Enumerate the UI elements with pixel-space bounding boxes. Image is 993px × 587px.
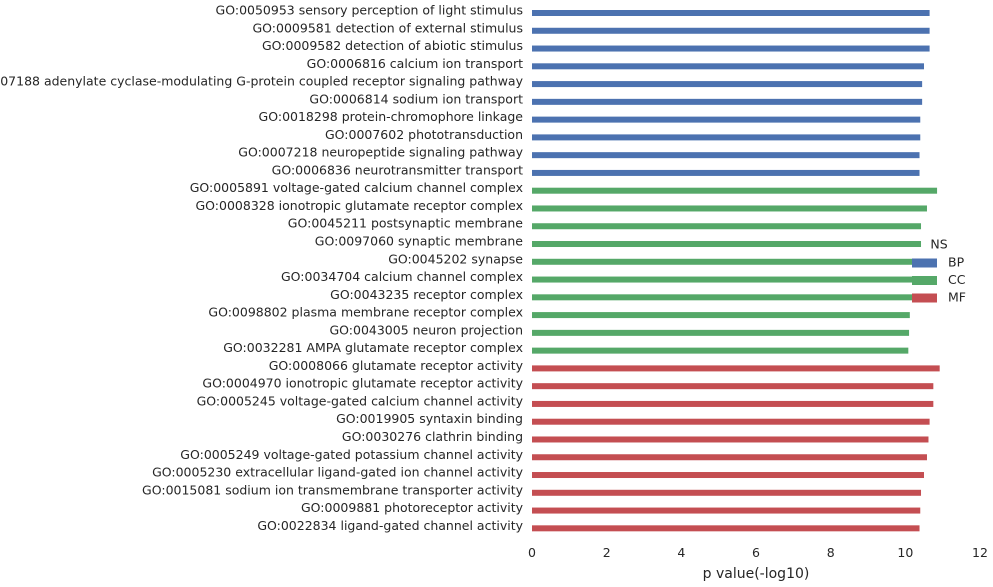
legend-swatch-mf [912,293,937,303]
category-label: GO:0007188 adenylate cyclase-modulating … [0,74,524,89]
bar-9 [532,152,920,159]
x-tick-label: 0 [528,545,536,560]
bar-27 [532,472,924,479]
category-label: GO:0019905 syntaxin binding [336,411,523,426]
x-tick-label: 4 [677,545,685,560]
bar-1 [532,10,930,16]
bar-28 [532,489,922,496]
legend-label-bp: BP [948,255,965,270]
bar-13 [532,223,922,230]
bars-layer [532,10,940,532]
category-label: GO:0034704 calcium channel complex [281,269,523,284]
category-labels: GO:0050953 sensory perception of light s… [0,3,524,533]
bar-8 [532,134,921,141]
bar-26 [532,454,927,461]
bar-10 [532,169,920,176]
x-axis: 0 2 4 6 8 10 12 [528,545,988,560]
bar-22 [532,383,934,390]
x-tick-label: 2 [603,545,611,560]
bar-3 [532,45,930,52]
category-label: GO:0005249 voltage-gated potassium chann… [180,447,523,462]
bar-2 [532,27,930,34]
category-label: GO:0045211 postsynaptic membrane [288,216,524,231]
category-label: GO:0022834 ligand-gated channel activity [257,518,523,533]
bar-12 [532,205,927,212]
x-tick-label: 12 [972,545,988,560]
category-label: GO:0045202 synapse [388,251,523,266]
legend-swatch-cc [912,276,937,285]
bar-25 [532,436,929,443]
bar-30 [532,525,920,532]
category-label: GO:0050953 sensory perception of light s… [216,3,523,18]
category-label: GO:0097060 synaptic membrane [315,234,524,249]
x-tick-label: 6 [752,545,760,560]
category-label: GO:0098802 plasma membrane receptor comp… [208,305,523,320]
category-label: GO:0008066 glutamate receptor activity [269,358,524,373]
bar-15 [532,258,919,265]
bar-11 [532,187,938,194]
x-tick-label: 10 [897,545,913,560]
x-axis-title: p value(-log10) [703,566,810,582]
bar-4 [532,63,924,70]
bar-16 [532,276,917,283]
bar-7 [532,116,921,123]
category-label: GO:0030276 clathrin binding [342,429,523,444]
category-label: GO:0009581 detection of external stimulu… [253,20,524,35]
legend-title: NS [930,237,947,252]
bar-18 [532,312,910,319]
bar-21 [532,365,940,372]
category-label: GO:0005230 extracellular ligand-gated io… [152,465,524,480]
category-label: GO:0018298 protein-chromophore linkage [259,109,524,124]
category-label: GO:0006814 sodium ion transport [309,91,523,106]
bar-20 [532,347,909,354]
category-label: GO:0009881 photoreceptor activity [301,500,524,515]
category-label: GO:0005245 voltage-gated calcium channel… [197,393,524,408]
category-label: GO:0008328 ionotropic glutamate receptor… [196,198,524,213]
bar-29 [532,507,921,514]
legend-swatch-bp [912,258,937,268]
legend-label-cc: CC [948,272,966,287]
bar-23 [532,400,934,407]
category-label: GO:0006836 neurotransmitter transport [272,162,523,177]
category-label: GO:0006816 calcium ion transport [307,56,523,71]
bar-6 [532,98,923,105]
category-label: GO:0005891 voltage-gated calcium channel… [190,180,523,195]
category-label: GO:0007218 neuropeptide signaling pathwa… [238,145,523,160]
bar-17 [532,294,915,301]
bar-14 [532,241,922,248]
category-label: GO:0015081 sodium ion transmembrane tran… [142,482,524,497]
category-label: GO:0009582 detection of abiotic stimulus [262,38,523,53]
bar-5 [532,81,923,88]
category-label: GO:0043005 neuron projection [329,322,523,337]
bar-19 [532,329,910,336]
x-tick-label: 8 [827,545,835,560]
bar-24 [532,418,930,425]
legend-label-mf: MF [948,290,966,305]
category-label: GO:0032281 AMPA glutamate receptor compl… [223,340,523,355]
category-label: GO:0007602 phototransduction [325,127,523,142]
category-label: GO:0004970 ionotropic glutamate receptor… [202,376,523,391]
category-label: GO:0043235 receptor complex [330,287,523,302]
